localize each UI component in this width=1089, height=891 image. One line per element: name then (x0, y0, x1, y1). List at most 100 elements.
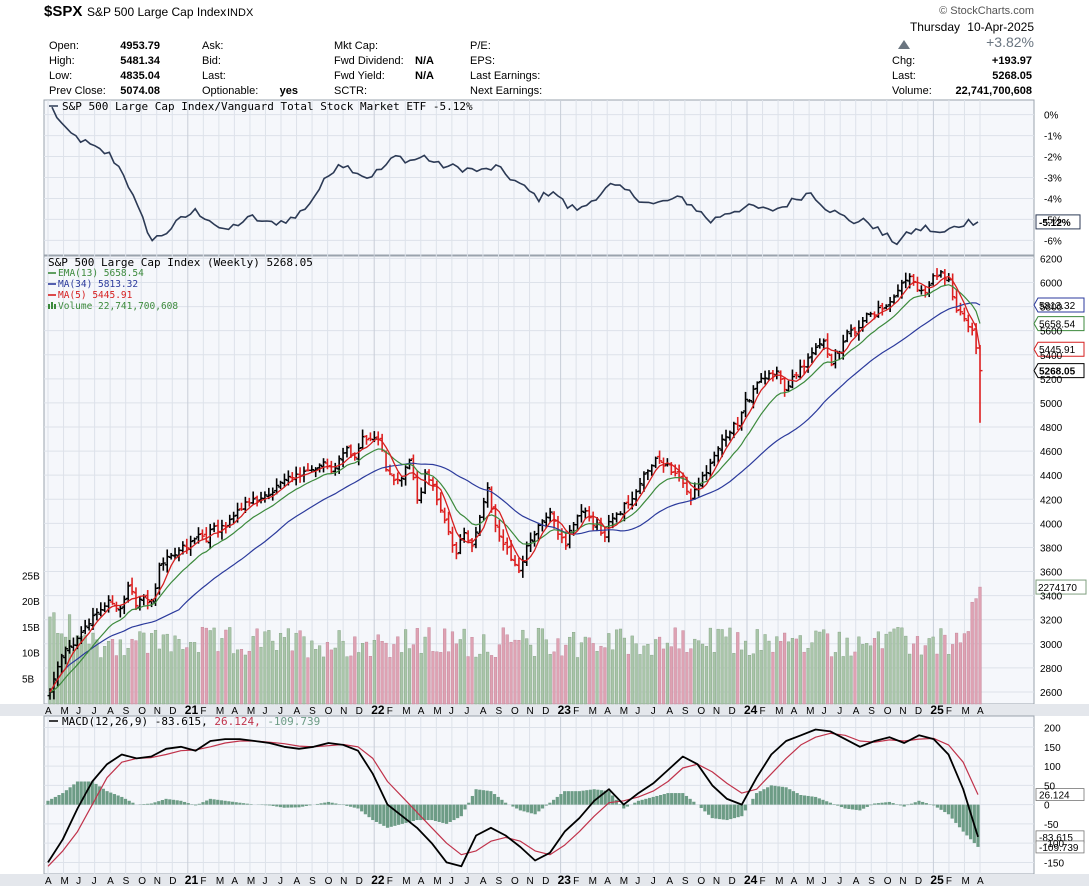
macd-histogram-bar (659, 795, 662, 805)
time-axis-label: N (527, 706, 534, 717)
volume-bar (592, 643, 595, 704)
macd-histogram-bar (759, 791, 762, 804)
volume-bar (756, 629, 759, 704)
volume-bar (131, 639, 134, 704)
quote-label: Fwd Yield: (334, 70, 385, 82)
macd-histogram-bar (807, 796, 810, 805)
volume-bar (420, 653, 423, 704)
time-axis-label: M (216, 876, 224, 886)
macd-histogram-bar (954, 805, 957, 823)
volume-bar (537, 628, 540, 704)
volume-bar (857, 637, 860, 704)
volume-bar (772, 652, 775, 704)
quote-label: Mkt Cap: (334, 40, 378, 52)
volume-bar (467, 657, 470, 704)
ticker-symbol[interactable]: $SPX (44, 3, 82, 20)
volume-bar (709, 628, 712, 704)
macd-panel (44, 716, 1034, 874)
macd-histogram-bar (463, 805, 466, 810)
volume-bar (877, 632, 880, 704)
axis-tick-label: -5% (1044, 215, 1062, 226)
volume-bar (662, 649, 665, 704)
macd-histogram-bar (179, 801, 182, 805)
change-percent: +3.82% (986, 34, 1034, 50)
volume-bar (635, 644, 638, 704)
time-axis-label: D (915, 706, 922, 717)
time-axis-label: J (464, 876, 469, 886)
time-axis-label: A (791, 706, 798, 717)
macd-histogram-bar (268, 805, 271, 806)
volume-bar (932, 637, 935, 704)
volume-bar (725, 637, 728, 704)
macd-histogram-bar (176, 800, 179, 804)
macd-histogram-bar (161, 800, 164, 805)
time-axis-label: 23 (558, 873, 572, 886)
time-axis-label: M (961, 876, 969, 886)
macd-histogram-bar (773, 786, 776, 805)
macd-histogram-bar (943, 805, 946, 812)
volume-bar (654, 639, 657, 704)
volume-bar (432, 651, 435, 704)
volume-bar (154, 630, 157, 704)
macd-histogram-bar (862, 805, 865, 809)
macd-histogram-bar (751, 799, 754, 805)
quote-label: Low: (49, 70, 72, 82)
macd-histogram-bar (796, 793, 799, 805)
macd-histogram-bar (976, 805, 979, 847)
volume-bar (713, 652, 716, 704)
macd-histogram-bar (482, 790, 485, 804)
volume-bar (908, 654, 911, 704)
volume-bar (248, 651, 251, 704)
time-axis-label: J (76, 876, 81, 886)
volume-bar (350, 656, 353, 704)
quote-label: Bid: (202, 55, 221, 67)
time-axis-label: 22 (371, 703, 385, 717)
time-axis-label: 25 (930, 873, 944, 886)
exchange-label: INDX (227, 7, 254, 19)
volume-bar (701, 644, 704, 704)
volume-bar (572, 632, 575, 704)
macd-histogram-bar (209, 799, 212, 805)
time-axis-label: O (697, 706, 705, 717)
time-axis-label: S (123, 876, 130, 886)
macd-histogram-bar (541, 805, 544, 809)
macd-histogram-bar (803, 795, 806, 804)
volume-bar (185, 648, 188, 704)
volume-bar (127, 648, 130, 704)
time-axis-label: M (620, 706, 628, 717)
time-axis-label: N (899, 706, 906, 717)
legend-entry: EMA(13) 5658.54 (58, 268, 144, 279)
volume-bar (924, 646, 927, 704)
macd-legend: MACD(12,26,9) -83.615, 26.124, -109.739 (49, 715, 320, 728)
time-axis-label: J (837, 876, 842, 886)
quote-label: SCTR: (334, 85, 367, 97)
quote-label: Open: (49, 40, 79, 52)
macd-histogram-bar (792, 791, 795, 804)
time-axis-label: S (868, 706, 875, 717)
volume-bar (549, 654, 552, 704)
volume-bar (291, 651, 294, 704)
volume-bar (283, 637, 286, 704)
volume-bar (889, 632, 892, 704)
volume-bar (760, 650, 763, 704)
time-axis-label: D (728, 876, 735, 886)
axis-tick-label: -150 (1044, 858, 1064, 869)
macd-histogram-bar (880, 803, 883, 805)
macd-histogram-bar (371, 805, 374, 820)
macd-histogram-bar (360, 805, 363, 812)
macd-histogram-bar (563, 791, 566, 804)
macd-histogram-bar (493, 794, 496, 805)
axis-tick-label: 4200 (1040, 495, 1063, 506)
volume-bar (478, 654, 481, 704)
time-axis-label: F (387, 706, 393, 717)
relative-title-text: S&P 500 Large Cap Index/Vanguard Total S… (62, 100, 473, 113)
macd-histogram-bar (264, 805, 267, 806)
volume-bar (498, 645, 501, 704)
macd-histogram-bar (585, 790, 588, 804)
volume-bar (236, 650, 239, 704)
axis-tick-label: 200 (1044, 724, 1061, 735)
volume-bar (553, 652, 556, 704)
macd-histogram-bar (131, 803, 134, 805)
time-axis-label: J (278, 876, 283, 886)
